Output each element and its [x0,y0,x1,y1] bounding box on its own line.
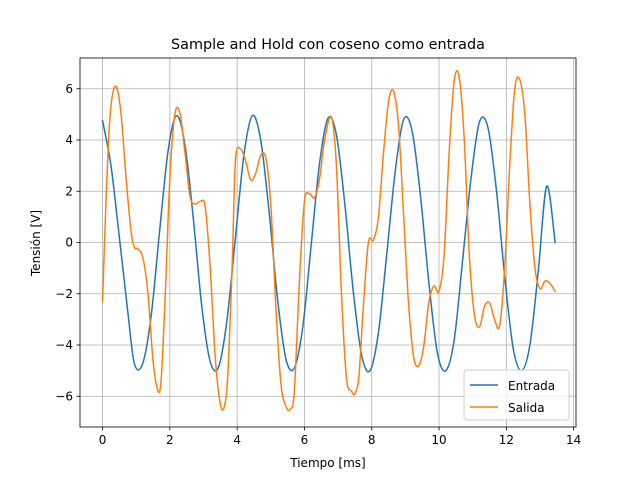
legend-label-entrada: Entrada [508,379,555,393]
x-tick-label: 12 [499,433,514,447]
x-tick-label: 14 [566,433,581,447]
y-tick-label: 0 [65,236,73,250]
y-tick-label: −2 [55,287,73,301]
legend-label-salida: Salida [508,401,545,415]
y-tick-label: 6 [65,82,73,96]
x-tick-label: 0 [99,433,107,447]
x-tick-label: 2 [166,433,174,447]
chart-title: Sample and Hold con coseno como entrada [171,37,485,53]
y-axis-label: Tensión [V] [29,210,43,277]
series-line-entrada [101,114,556,373]
axis-ticks: 0 2 4 6 8 10 12 14 −6 −4 −2 0 2 4 6 [55,82,581,447]
x-tick-label: 4 [233,433,241,447]
series-lines [101,69,557,412]
legend: Entrada Salida [463,369,570,421]
y-tick-label: 2 [65,184,73,198]
y-tick-label: −6 [55,389,73,403]
y-tick-label: −4 [55,338,73,352]
x-axis-label: Tiempo [ms] [289,456,365,470]
series-line-salida [101,69,557,412]
y-tick-label: 4 [65,133,73,147]
x-tick-label: 8 [368,433,376,447]
x-tick-label: 10 [431,433,446,447]
x-tick-label: 6 [301,433,309,447]
